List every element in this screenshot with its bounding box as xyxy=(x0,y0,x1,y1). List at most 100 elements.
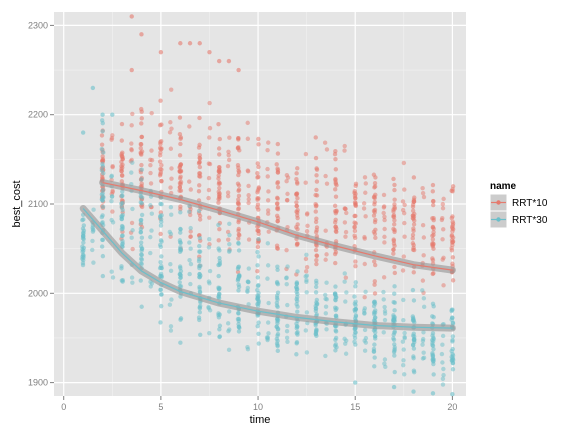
data-point xyxy=(139,177,144,182)
data-point xyxy=(148,163,153,168)
data-point xyxy=(343,299,348,304)
data-point-outlier xyxy=(226,58,232,64)
data-point xyxy=(119,216,125,222)
data-point xyxy=(275,343,280,349)
data-point xyxy=(275,185,281,190)
data-point xyxy=(275,290,281,295)
data-point xyxy=(197,310,202,315)
data-point xyxy=(363,340,369,345)
data-point xyxy=(352,235,358,241)
data-point xyxy=(440,237,445,242)
data-point xyxy=(285,339,290,344)
data-point xyxy=(440,206,446,211)
data-point xyxy=(158,147,164,152)
data-point xyxy=(382,214,387,219)
data-point xyxy=(294,241,300,246)
data-point xyxy=(100,154,105,159)
data-point xyxy=(149,211,155,216)
data-point xyxy=(314,179,320,184)
data-point xyxy=(332,291,338,296)
data-point xyxy=(304,265,310,270)
data-point xyxy=(431,271,436,276)
data-point xyxy=(313,219,319,225)
data-point xyxy=(236,172,241,178)
data-point xyxy=(169,166,174,171)
data-point xyxy=(255,324,260,329)
data-point xyxy=(81,248,86,253)
data-point xyxy=(275,180,281,185)
data-point xyxy=(362,261,367,267)
data-point xyxy=(372,259,377,264)
data-point xyxy=(382,304,387,310)
data-point xyxy=(392,182,397,188)
legend-key-point xyxy=(496,217,501,222)
data-point xyxy=(217,327,222,332)
data-point xyxy=(158,259,163,265)
y-tick-label: 1900 xyxy=(28,378,48,388)
data-point xyxy=(391,313,396,318)
data-point xyxy=(197,284,202,290)
data-point xyxy=(449,348,454,354)
data-point xyxy=(373,235,378,240)
data-point xyxy=(353,284,358,289)
data-point xyxy=(332,203,338,209)
data-point xyxy=(110,209,115,214)
data-point xyxy=(295,213,300,218)
data-point xyxy=(284,335,290,340)
data-point xyxy=(450,223,456,228)
data-point xyxy=(343,351,349,356)
data-point xyxy=(361,308,367,313)
data-point xyxy=(400,207,406,213)
data-point xyxy=(352,213,357,219)
data-point xyxy=(236,240,241,246)
data-point xyxy=(440,360,445,365)
data-point xyxy=(324,181,330,186)
data-point xyxy=(294,203,300,209)
data-point xyxy=(353,280,358,285)
data-point xyxy=(304,269,309,274)
y-tick-label: 2200 xyxy=(28,110,48,120)
data-point xyxy=(333,194,339,199)
data-point xyxy=(109,194,115,199)
data-point xyxy=(188,261,194,267)
data-point xyxy=(440,333,446,339)
data-point xyxy=(255,263,260,268)
legend-key-point xyxy=(496,200,501,205)
data-point xyxy=(285,191,290,197)
data-point xyxy=(421,194,427,200)
data-point xyxy=(344,210,349,216)
data-point xyxy=(207,215,212,220)
data-point xyxy=(323,311,329,316)
data-point xyxy=(410,232,416,238)
data-point xyxy=(197,249,202,254)
data-point xyxy=(178,230,183,235)
data-point xyxy=(362,234,367,240)
data-point xyxy=(265,263,271,268)
data-point xyxy=(284,179,289,184)
data-point xyxy=(275,320,280,326)
data-point xyxy=(342,143,347,149)
data-point xyxy=(430,333,435,338)
data-point xyxy=(129,235,134,240)
data-point xyxy=(372,291,378,296)
data-point xyxy=(304,279,309,285)
data-point xyxy=(120,173,125,178)
data-point xyxy=(158,223,164,228)
data-point xyxy=(400,268,406,273)
legend: name RRT*10 RRT*30 xyxy=(489,181,548,229)
data-point xyxy=(100,253,106,259)
smooth-line xyxy=(102,182,453,271)
data-point xyxy=(392,291,397,296)
data-point xyxy=(168,185,173,190)
data-point xyxy=(197,164,203,170)
data-point xyxy=(392,222,397,227)
data-point xyxy=(245,168,250,173)
data-point xyxy=(333,295,339,300)
data-point xyxy=(440,342,445,347)
data-point xyxy=(109,269,114,274)
data-point xyxy=(138,229,144,235)
data-point xyxy=(255,175,260,180)
data-point xyxy=(313,306,319,311)
data-point xyxy=(217,165,222,170)
